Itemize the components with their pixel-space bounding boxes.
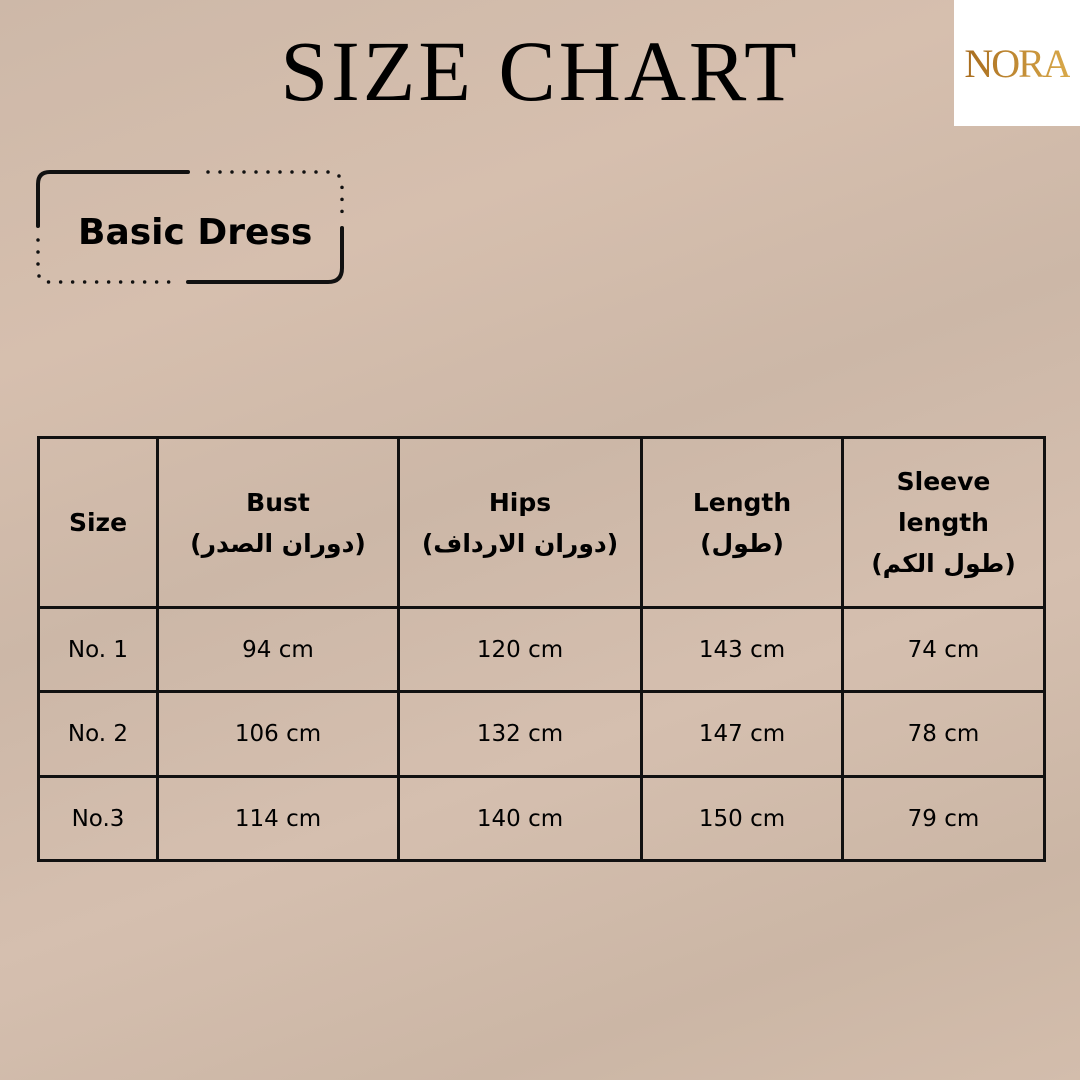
header-sleeve: Sleeve length (طول الكم) — [841, 436, 1046, 609]
header-bust: Bust (دوران الصدر) — [156, 436, 400, 609]
cell-bust: 106 cm — [156, 690, 400, 778]
product-name: Basic Dress — [78, 212, 313, 253]
header-hips: Hips (دوران الارداف) — [397, 436, 643, 609]
header-size-label: Size — [68, 508, 128, 537]
header-length: Length (طول) — [640, 436, 844, 609]
header-length-label: Length — [692, 487, 792, 517]
brand-logo: NORA — [954, 0, 1080, 126]
cell-bust: 94 cm — [156, 606, 400, 693]
header-sleeve-arabic: (طول الكم) — [871, 549, 1016, 578]
table-row: No.3 114 cm 140 cm 150 cm 79 cm — [37, 775, 1046, 862]
page-title: SIZE CHART — [280, 23, 800, 119]
cell-hips: 120 cm — [397, 606, 643, 693]
cell-size: No. 1 — [37, 606, 159, 693]
header-size: Size — [37, 436, 159, 609]
header-hips-arabic: (دوران الارداف) — [421, 528, 619, 558]
cell-length: 143 cm — [640, 606, 844, 693]
size-table: Size Bust (دوران الصدر) Hips (دوران الاردا… — [37, 436, 1046, 862]
cell-hips: 140 cm — [397, 775, 643, 862]
header-row: Size Bust (دوران الصدر) Hips (دوران الاردا… — [37, 436, 1046, 609]
logo-text: NORA — [964, 40, 1071, 86]
cell-hips: 132 cm — [397, 690, 643, 778]
cell-size: No.3 — [37, 775, 159, 862]
cell-length: 147 cm — [640, 690, 844, 778]
cell-sleeve: 79 cm — [841, 775, 1046, 862]
cell-sleeve: 78 cm — [841, 690, 1046, 778]
cell-size: No. 2 — [37, 690, 159, 778]
cell-sleeve: 74 cm — [841, 606, 1046, 693]
header-sleeve-label: Sleeve length — [896, 467, 991, 537]
table-row: No. 2 106 cm 132 cm 147 cm 78 cm — [37, 690, 1046, 778]
table-row: No. 1 94 cm 120 cm 143 cm 74 cm — [37, 606, 1046, 693]
header-bust-label: Bust — [246, 487, 310, 517]
cell-bust: 114 cm — [156, 775, 400, 862]
label-frame — [36, 170, 344, 284]
header-hips-label: Hips — [488, 487, 552, 517]
header-bust-arabic: (دوران الصدر) — [190, 528, 366, 558]
cell-length: 150 cm — [640, 775, 844, 862]
header-length-arabic: (طول) — [700, 528, 784, 558]
